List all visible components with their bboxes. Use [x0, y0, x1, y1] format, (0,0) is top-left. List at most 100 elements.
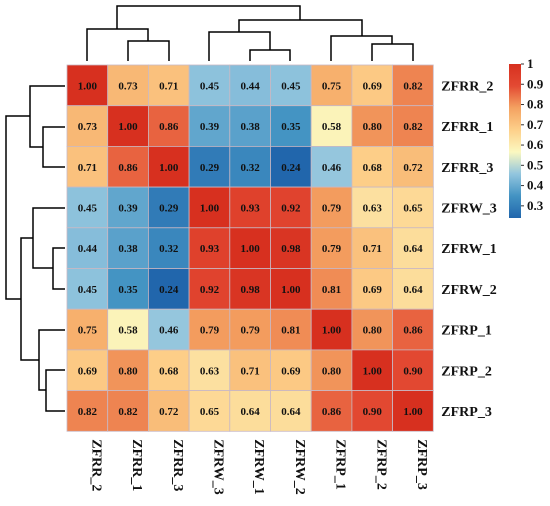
heatmap-cell — [147, 105, 190, 147]
cell-value-label: 0.72 — [159, 406, 179, 418]
cell-value-label: 0.32 — [241, 162, 261, 174]
cell-value-label: 0.98 — [281, 243, 301, 255]
cell-value-label: 0.58 — [322, 121, 342, 133]
heatmap-cell — [147, 390, 190, 432]
heatmap-cell — [310, 227, 353, 269]
cell-value-label: 0.86 — [322, 406, 342, 418]
cell-value-label: 1.00 — [363, 365, 383, 377]
cell-value-label: 0.71 — [159, 80, 178, 92]
heatmap-cell — [392, 186, 434, 229]
cell-value-label: 0.44 — [241, 80, 261, 92]
heatmap-cell — [351, 105, 393, 147]
row-label: ZFRP_3 — [441, 405, 492, 420]
heatmap-cell — [107, 308, 149, 351]
cell-value-label: 0.73 — [118, 80, 138, 92]
heatmap-cell — [270, 390, 312, 432]
heatmap-cell — [66, 227, 109, 269]
cell-value-label: 0.92 — [281, 202, 301, 214]
heatmap-cell — [229, 105, 271, 147]
cell-value-label: 0.29 — [159, 202, 179, 214]
color-legend: 1 0.9 0.8 0.7 0.6 0.5 0.4 0.3 — [509, 56, 544, 218]
cell-value-label: 0.79 — [322, 202, 342, 214]
cell-value-label: 0.93 — [200, 243, 220, 255]
heatmap-cell — [66, 64, 109, 107]
cell-value-label: 1.00 — [200, 202, 220, 214]
cell-value-label: 0.69 — [363, 284, 383, 296]
cell-value-label: 0.82 — [118, 406, 138, 418]
cell-value-label: 0.69 — [363, 80, 383, 92]
heatmap-cell — [351, 64, 393, 107]
legend-tick-label: 0.6 — [527, 137, 544, 152]
heatmap-cell — [188, 145, 231, 188]
legend-tick-label: 0.8 — [527, 97, 544, 112]
cell-value-label: 1.00 — [281, 284, 301, 296]
cell-value-label: 1.00 — [322, 325, 342, 337]
cell-value-label: 0.71 — [363, 243, 382, 255]
cell-value-label: 0.93 — [241, 202, 261, 214]
heatmap-cell — [392, 349, 434, 391]
cell-value-label: 0.75 — [78, 325, 98, 337]
heatmap-cell — [66, 268, 109, 310]
heatmap-cell — [310, 308, 353, 351]
cell-value-label: 0.35 — [118, 284, 138, 296]
heatmap-cell — [147, 145, 190, 188]
cell-value-label: 0.45 — [281, 80, 301, 92]
cell-value-label: 1.00 — [403, 406, 423, 418]
cell-value-label: 0.86 — [118, 162, 138, 174]
legend-tick-label: 0.4 — [527, 178, 544, 193]
heatmap-cell — [107, 390, 149, 432]
heatmap-cell — [66, 308, 109, 351]
heatmap-cell — [392, 145, 434, 188]
cell-value-label: 0.69 — [281, 365, 301, 377]
cell-value-label: 0.79 — [322, 243, 342, 255]
cell-value-label: 0.38 — [118, 243, 138, 255]
heatmap-cell — [147, 64, 190, 107]
legend-tick-label: 0.5 — [527, 157, 544, 172]
cell-value-label: 0.71 — [78, 162, 97, 174]
heatmap-cell — [229, 349, 271, 391]
cell-value-label: 0.68 — [363, 162, 383, 174]
cell-value-label: 0.45 — [78, 284, 98, 296]
cell-value-label: 0.32 — [159, 243, 179, 255]
column-labels: ZFRR_2 ZFRR_1 ZFRR_3 ZFRW_3 ZFRW_1 ZFRW_2 ZFRP… — [88, 439, 429, 495]
cell-value-label: 0.73 — [78, 121, 98, 133]
cell-value-label: 0.90 — [403, 365, 423, 377]
heatmap-cell — [270, 268, 312, 310]
heatmap-cell — [188, 268, 231, 310]
column-label: ZFRP_2 — [373, 439, 388, 490]
cell-value-label: 0.64 — [403, 243, 423, 255]
heatmap-cell — [66, 349, 109, 391]
cell-value-label: 0.82 — [78, 406, 98, 418]
cell-value-label: 0.29 — [200, 162, 220, 174]
heatmap-cell — [188, 186, 231, 229]
cell-value-label: 0.39 — [118, 202, 138, 214]
heatmap-cell — [270, 349, 312, 391]
cell-value-label: 0.80 — [118, 365, 138, 377]
cell-value-label: 0.39 — [200, 121, 220, 133]
cell-value-label: 0.80 — [363, 325, 383, 337]
column-label: ZFRP_3 — [414, 439, 429, 490]
heatmap-cell — [188, 390, 231, 432]
cell-value-label: 0.81 — [322, 284, 341, 296]
row-label: ZFRR_1 — [441, 120, 493, 135]
row-label: ZFRR_2 — [441, 79, 493, 94]
row-label: ZFRW_3 — [441, 201, 497, 216]
heatmap-cell — [107, 186, 149, 229]
cell-value-label: 0.98 — [241, 284, 261, 296]
cell-value-label: 0.24 — [281, 162, 301, 174]
legend-tick-label: 0.3 — [527, 198, 544, 213]
heatmap-cell — [66, 390, 109, 432]
heatmap-cell — [107, 64, 149, 107]
heatmap-cell — [310, 105, 353, 147]
heatmap-cell — [392, 227, 434, 269]
heatmap-value-labels: 1.00 0.73 0.71 0.45 0.44 0.45 0.75 0.69 0.82 0.73… — [78, 80, 423, 418]
cell-value-label: 0.79 — [241, 325, 261, 337]
cell-value-label: 0.24 — [159, 284, 179, 296]
cell-value-label: 0.90 — [363, 406, 383, 418]
cell-value-label: 0.69 — [78, 365, 98, 377]
row-label: ZFRR_3 — [441, 161, 493, 176]
cell-value-label: 0.80 — [363, 121, 383, 133]
cell-value-label: 0.92 — [200, 284, 220, 296]
heatmap-cell — [270, 227, 312, 269]
heatmap-cell — [188, 349, 231, 391]
